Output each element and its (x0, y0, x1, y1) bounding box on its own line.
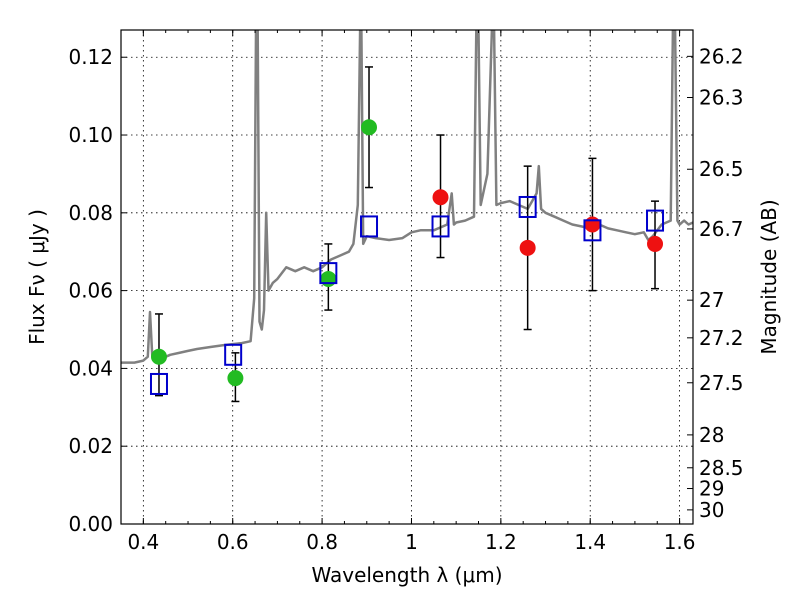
right-tick-label: 26.3 (699, 85, 744, 109)
model-point-square (149, 372, 168, 395)
plot-area (121, 30, 693, 403)
data-point-circle (150, 348, 167, 365)
data-point-circle (361, 119, 378, 136)
model-point-square (224, 343, 243, 366)
x-tick-label: 0.6 (217, 530, 249, 554)
data-point-circle (432, 189, 449, 206)
data-point-circle (227, 370, 244, 387)
y-axis-label: Flux Fν ( μJy ) (25, 209, 49, 345)
x-tick-label: 0.4 (127, 530, 159, 554)
model-point-square (646, 209, 665, 232)
y-tick-label: 0.04 (68, 356, 113, 380)
y-tick-label: 0.10 (68, 123, 113, 147)
right-y-axis-label: Magnitude (AB) (757, 199, 781, 354)
right-tick-label: 26.5 (699, 157, 744, 181)
y-tick-label: 0.12 (68, 45, 113, 69)
data-point-circle (320, 270, 337, 287)
ticks: 0.4 0.6 0.8 1 1.2 1.4 1.6 0.00 0.02 0.04 0.06 0.08 0… (68, 30, 744, 554)
model-spectrum-line (121, 30, 693, 364)
data-point-circle (584, 216, 601, 233)
data-point-circle (519, 239, 536, 256)
data-point-circle (647, 235, 664, 252)
model-point-square (319, 262, 338, 285)
right-tick-label: 27 (699, 288, 724, 312)
right-tick-label: 27.5 (699, 371, 744, 395)
plot-frame (120, 29, 694, 525)
right-tick-label: 26.2 (699, 44, 744, 68)
right-tick-label: 26.7 (699, 217, 744, 241)
model-point-square (518, 195, 537, 218)
model-point-square (583, 219, 602, 242)
y-tick-label: 0.08 (68, 201, 113, 225)
x-tick-label: 0.8 (306, 530, 338, 554)
y-tick-label: 0.02 (68, 434, 113, 458)
right-tick-label: 28.5 (699, 456, 744, 480)
y-tick-label: 0.00 (68, 512, 113, 536)
right-tick-label: 28 (699, 423, 724, 447)
y-tick-label: 0.06 (68, 279, 113, 303)
x-tick-label: 1.2 (485, 530, 517, 554)
x-tick-label: 1.4 (574, 530, 606, 554)
right-tick-label: 27.2 (699, 326, 744, 350)
x-tick-label: 1 (405, 530, 418, 554)
x-axis-label: Wavelength λ (μm) (311, 563, 502, 587)
model-point-square (360, 215, 379, 238)
right-tick-label: 29 (699, 477, 724, 501)
model-point-square (431, 215, 450, 238)
right-tick-label: 30 (699, 498, 724, 522)
x-tick-label: 1.6 (664, 530, 696, 554)
grid (121, 30, 693, 525)
